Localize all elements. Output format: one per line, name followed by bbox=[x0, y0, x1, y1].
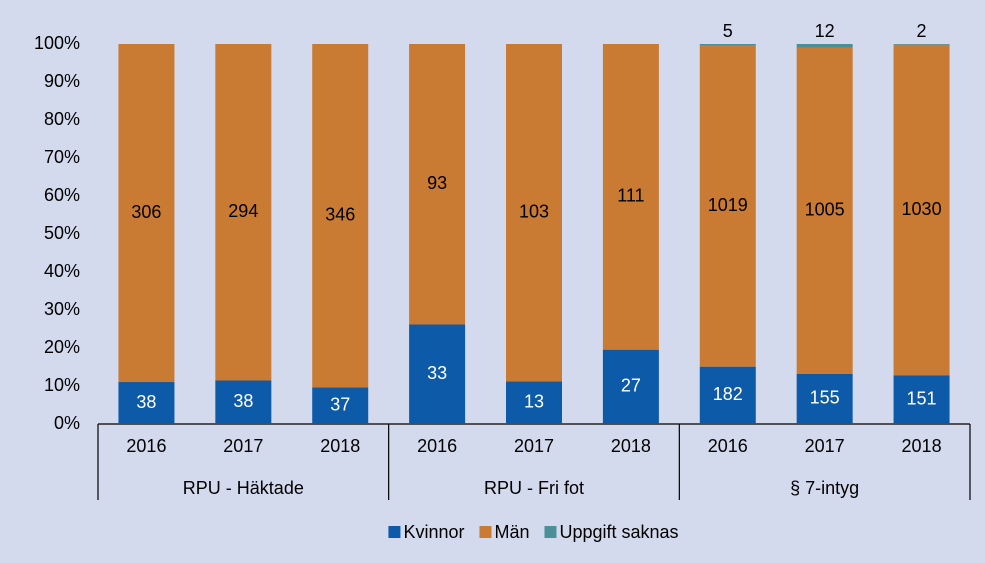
y-tick-label: 10% bbox=[44, 375, 80, 395]
bar-segment bbox=[506, 44, 562, 382]
bar-segment bbox=[796, 47, 853, 374]
data-label: 27 bbox=[621, 376, 641, 396]
bar-segment bbox=[893, 44, 950, 45]
bar-segment bbox=[699, 366, 756, 424]
legend-swatch bbox=[388, 526, 401, 538]
x-tick-label: 2018 bbox=[902, 436, 942, 456]
data-label: 1005 bbox=[805, 200, 845, 220]
group-label: RPU - Fri fot bbox=[484, 478, 584, 498]
legend-label: Män bbox=[494, 522, 529, 542]
x-tick-label: 2016 bbox=[417, 436, 457, 456]
x-tick-label: 2016 bbox=[708, 436, 748, 456]
x-tick-label: 2018 bbox=[320, 436, 360, 456]
group-label: § 7-intyg bbox=[790, 478, 859, 498]
data-label: 5 bbox=[723, 21, 733, 41]
data-label: 1030 bbox=[902, 199, 942, 219]
data-label: 37 bbox=[330, 394, 350, 414]
data-label: 38 bbox=[233, 391, 253, 411]
bar-segment bbox=[118, 382, 175, 424]
x-tick-label: 2018 bbox=[611, 436, 651, 456]
x-tick-label: 2017 bbox=[514, 436, 554, 456]
y-tick-label: 90% bbox=[44, 71, 80, 91]
y-tick-label: 20% bbox=[44, 337, 80, 357]
bar-segment bbox=[796, 373, 853, 424]
bar-segment bbox=[118, 44, 175, 383]
bar-segment bbox=[506, 381, 562, 424]
bar-segment bbox=[699, 45, 756, 367]
bar-segment bbox=[215, 380, 272, 424]
data-label: 151 bbox=[907, 388, 937, 408]
bar-segment bbox=[409, 44, 466, 325]
data-label: 13 bbox=[524, 391, 544, 411]
bar-segment bbox=[312, 44, 369, 388]
data-label: 103 bbox=[519, 201, 549, 221]
x-tick-label: 2016 bbox=[126, 436, 166, 456]
data-label: 111 bbox=[617, 186, 644, 206]
x-tick-label: 2017 bbox=[805, 436, 845, 456]
legend-label: Uppgift saknas bbox=[559, 522, 678, 542]
data-label: 93 bbox=[427, 173, 447, 193]
y-tick-label: 30% bbox=[44, 299, 80, 319]
bar-segment bbox=[215, 44, 272, 381]
legend-swatch bbox=[479, 526, 492, 538]
bar-segment bbox=[409, 324, 466, 424]
y-tick-label: 100% bbox=[34, 33, 80, 53]
data-label: 155 bbox=[810, 388, 840, 408]
data-label: 33 bbox=[427, 363, 447, 383]
y-tick-label: 40% bbox=[44, 261, 80, 281]
bar-segment bbox=[796, 44, 853, 48]
y-tick-label: 50% bbox=[44, 223, 80, 243]
data-label: 2 bbox=[917, 21, 927, 41]
bar-segment bbox=[893, 44, 950, 376]
bar-segment bbox=[893, 375, 950, 424]
data-label: 12 bbox=[815, 21, 835, 41]
group-label: RPU - Häktade bbox=[183, 478, 304, 498]
bar-segment bbox=[699, 44, 756, 46]
bar-segment bbox=[602, 44, 659, 350]
data-label: 38 bbox=[136, 392, 156, 412]
y-tick-label: 60% bbox=[44, 185, 80, 205]
y-tick-label: 70% bbox=[44, 147, 80, 167]
y-tick-label: 0% bbox=[54, 413, 80, 433]
data-label: 294 bbox=[228, 201, 258, 221]
bar-segment bbox=[602, 349, 659, 424]
data-label: 306 bbox=[131, 202, 161, 222]
bar-segment bbox=[312, 387, 369, 424]
data-label: 182 bbox=[713, 384, 743, 404]
x-tick-label: 2017 bbox=[223, 436, 263, 456]
legend-label: Kvinnor bbox=[403, 522, 464, 542]
data-label: 346 bbox=[325, 204, 355, 224]
data-label: 1019 bbox=[708, 195, 748, 215]
legend-swatch bbox=[544, 526, 557, 538]
y-tick-label: 80% bbox=[44, 109, 80, 129]
